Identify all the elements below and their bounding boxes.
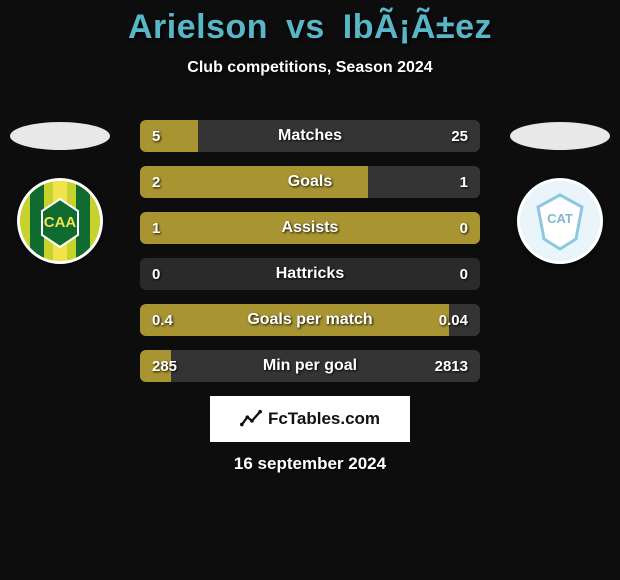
stat-label: Assists — [140, 212, 480, 244]
stat-row: 525Matches — [140, 120, 480, 152]
player-right-avatar-placeholder — [510, 122, 610, 150]
stats-column: 525Matches 21Goals 10Assists 00Hattricks 0.4… — [140, 120, 480, 396]
stat-label: Goals per match — [140, 304, 480, 336]
stat-label: Goals — [140, 166, 480, 198]
club-right-logo: CAT — [517, 178, 603, 264]
stat-label: Min per goal — [140, 350, 480, 382]
club-right-label: CAT — [547, 211, 573, 226]
page-title: Arielson vs IbÃ¡Ã±ez — [0, 8, 620, 47]
player-left-avatar-placeholder — [10, 122, 110, 150]
subtitle: Club competitions, Season 2024 — [0, 59, 620, 77]
chart-icon — [240, 408, 262, 430]
club-right-logo-svg: CAT — [520, 181, 600, 261]
stat-row: 00Hattricks — [140, 258, 480, 290]
stat-label: Hattricks — [140, 258, 480, 290]
player-right-name: IbÃ¡Ã±ez — [343, 8, 492, 46]
brand-text: FcTables.com — [268, 409, 380, 429]
date-line: 16 september 2024 — [0, 454, 620, 474]
brand-box[interactable]: FcTables.com — [210, 396, 410, 442]
player-left-name: Arielson — [128, 8, 268, 46]
club-left-logo-svg: CAA — [20, 181, 100, 261]
stat-row: 0.40.04Goals per match — [140, 304, 480, 336]
right-player-column: CAT — [500, 118, 620, 264]
vs-separator: vs — [286, 8, 325, 46]
left-player-column: CAA — [0, 118, 120, 264]
stat-label: Matches — [140, 120, 480, 152]
stat-row: 21Goals — [140, 166, 480, 198]
club-left-label: CAA — [44, 214, 77, 231]
stat-row: 10Assists — [140, 212, 480, 244]
comparison-card: Arielson vs IbÃ¡Ã±ez Club competitions, … — [0, 0, 620, 580]
stat-row: 2852813Min per goal — [140, 350, 480, 382]
club-left-logo: CAA — [17, 178, 103, 264]
